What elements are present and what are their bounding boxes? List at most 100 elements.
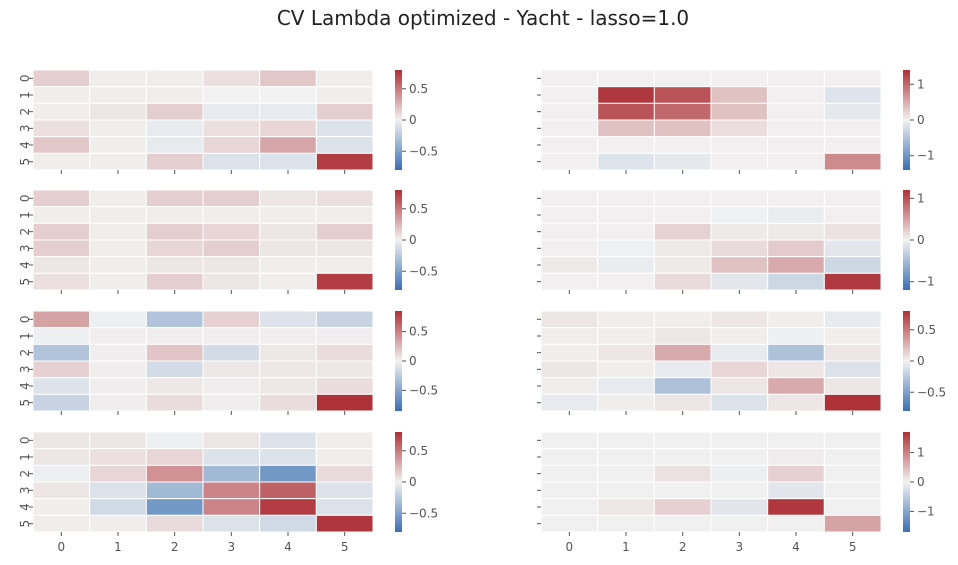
colorbar [395, 432, 402, 532]
colorbar-tick-label: 0 [917, 475, 925, 489]
heatmap-cell [32, 377, 91, 395]
heatmap-cell [710, 360, 769, 379]
heatmap-cell [653, 239, 712, 258]
heatmap-cell [145, 222, 204, 241]
heatmap-cell [710, 393, 769, 412]
heatmap-cell [710, 206, 769, 224]
heatmap-cell [823, 377, 882, 395]
heatmap-cell [540, 393, 599, 412]
heatmap-cell [710, 310, 769, 329]
heatmap-cell [710, 152, 769, 171]
heatmap-cell [202, 343, 261, 362]
heatmap-cell [202, 377, 261, 395]
heatmap-cell [540, 464, 599, 483]
heatmap-cell [823, 310, 882, 329]
heatmap-cell [89, 360, 147, 379]
heatmap-cell [540, 272, 599, 291]
colorbar-tick-label: 0 [409, 233, 417, 247]
heatmap-cell [259, 310, 317, 329]
heatmap-cell [32, 327, 91, 345]
heatmap-cell [653, 102, 712, 121]
heatmap-cell [710, 189, 769, 208]
heatmap-cell [653, 327, 712, 345]
heatmap-cell [259, 514, 317, 533]
y-tick-label: 3 [18, 245, 32, 253]
colorbar-tick-label: 0 [409, 475, 417, 489]
heatmap-cell [202, 136, 261, 154]
heatmap-cell [315, 448, 374, 466]
heatmap-cell [259, 152, 317, 171]
heatmap-cell [540, 310, 599, 329]
heatmap-cell [710, 343, 769, 362]
heatmap-cell [259, 102, 317, 121]
heatmap-cell [315, 514, 374, 533]
heatmap-cell [259, 360, 317, 379]
heatmap-panel-6: 0 1 2 3 4 5 0 1 2 3 4 5 0.5 0 −0.5 [18, 431, 438, 554]
heatmap-cell [653, 189, 712, 208]
heatmap-cell [315, 206, 374, 224]
colorbar [903, 311, 910, 411]
heatmap-cell [597, 189, 655, 208]
heatmap-cell [597, 498, 655, 516]
heatmap-cell [823, 393, 882, 412]
y-tick-label: 5 [18, 520, 32, 528]
heatmap-cell [767, 256, 825, 274]
x-tick-label: 4 [792, 540, 800, 554]
heatmap-cell [597, 272, 655, 291]
heatmap-cell [597, 102, 655, 121]
heatmap-cell [89, 431, 147, 450]
heatmap-cell [145, 481, 204, 500]
heatmap-cell [315, 393, 374, 412]
heatmap-cell [767, 136, 825, 154]
y-tick-label: 3 [18, 366, 32, 374]
heatmap-cell [32, 464, 91, 483]
heatmap-cell [710, 119, 769, 138]
heatmap-cell [540, 498, 599, 516]
heatmap-cell [315, 136, 374, 154]
heatmap-cell [823, 86, 882, 104]
heatmap-cell [202, 431, 261, 450]
x-tick-label: 5 [341, 540, 349, 554]
colorbar-tick-label: −0.5 [409, 506, 438, 520]
y-tick-label: 4 [18, 503, 32, 511]
heatmap-cell [315, 272, 374, 291]
heatmap-cell [89, 189, 147, 208]
heatmap-cell [315, 310, 374, 329]
heatmap-cell [767, 310, 825, 329]
heatmap-cell [259, 481, 317, 500]
heatmap-cell [823, 152, 882, 171]
heatmap-cell [32, 272, 91, 291]
heatmap-cell [89, 343, 147, 362]
heatmap-cell [767, 498, 825, 516]
heatmap-cell [540, 189, 599, 208]
heatmap-cell [32, 136, 91, 154]
heatmap-cell [89, 206, 147, 224]
heatmap-cell [315, 102, 374, 121]
colorbar-tick-label: 1 [917, 446, 925, 460]
heatmap-cell [540, 377, 599, 395]
heatmap-cell [653, 136, 712, 154]
heatmap-cell [823, 189, 882, 208]
y-tick-label: 2 [18, 228, 32, 236]
heatmap-cell [89, 393, 147, 412]
heatmap-cell [597, 343, 655, 362]
heatmap-cell [145, 272, 204, 291]
heatmap-cell [145, 310, 204, 329]
y-tick-label: 1 [18, 91, 32, 99]
heatmap-cell [823, 360, 882, 379]
heatmap-cell [653, 86, 712, 104]
y-tick-label: 3 [18, 487, 32, 495]
heatmap-cell [32, 222, 91, 241]
y-tick-label: 3 [18, 125, 32, 133]
y-tick-label: 4 [18, 261, 32, 269]
heatmap-cell [259, 393, 317, 412]
heatmap-cell [710, 448, 769, 466]
heatmap-cell [653, 206, 712, 224]
heatmap-cell [710, 431, 769, 450]
y-tick-label: 5 [18, 278, 32, 286]
heatmap-cell [767, 69, 825, 88]
heatmap-cell [145, 189, 204, 208]
heatmap-panel-5: 0.5 0 −0.5 [537, 310, 946, 415]
heatmap-cell [145, 448, 204, 466]
colorbar-tick-label: 0.5 [917, 323, 936, 337]
